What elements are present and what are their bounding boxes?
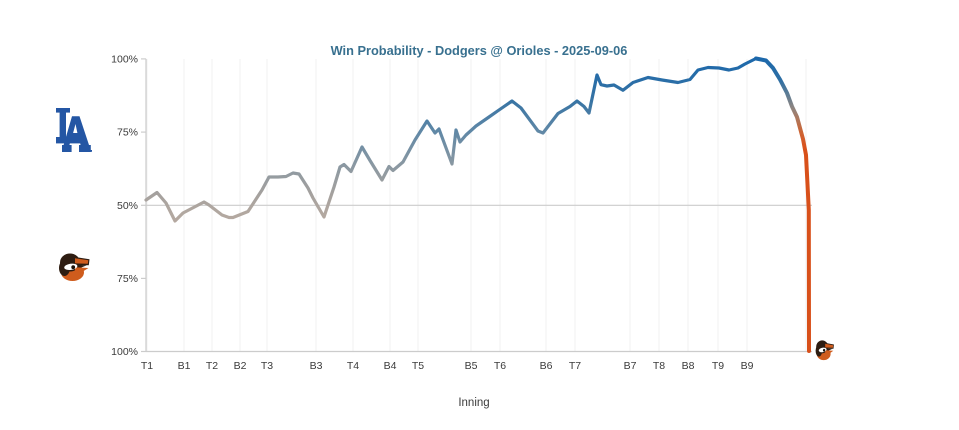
svg-text:B8: B8 [682,360,695,372]
svg-text:T8: T8 [653,360,665,372]
svg-text:50%: 50% [117,200,138,212]
svg-text:B6: B6 [540,360,553,372]
svg-text:T4: T4 [347,360,359,372]
svg-text:100%: 100% [111,346,138,358]
svg-text:100%: 100% [111,54,138,66]
svg-text:B3: B3 [310,360,323,372]
svg-text:B2: B2 [234,360,247,372]
svg-text:B7: B7 [624,360,637,372]
svg-text:B5: B5 [465,360,478,372]
svg-text:Win Probability - Dodgers @ Or: Win Probability - Dodgers @ Orioles - 20… [331,43,628,58]
svg-text:T1: T1 [141,360,153,372]
svg-text:B1: B1 [178,360,191,372]
svg-text:B9: B9 [741,360,754,372]
svg-text:T3: T3 [261,360,273,372]
svg-text:75%: 75% [117,273,138,285]
svg-text:Inning: Inning [458,397,489,409]
svg-text:T6: T6 [494,360,506,372]
svg-text:T7: T7 [569,360,581,372]
svg-text:T9: T9 [712,360,724,372]
svg-text:B4: B4 [384,360,397,372]
svg-text:75%: 75% [117,127,138,139]
svg-text:T5: T5 [412,360,424,372]
svg-text:T2: T2 [206,360,218,372]
